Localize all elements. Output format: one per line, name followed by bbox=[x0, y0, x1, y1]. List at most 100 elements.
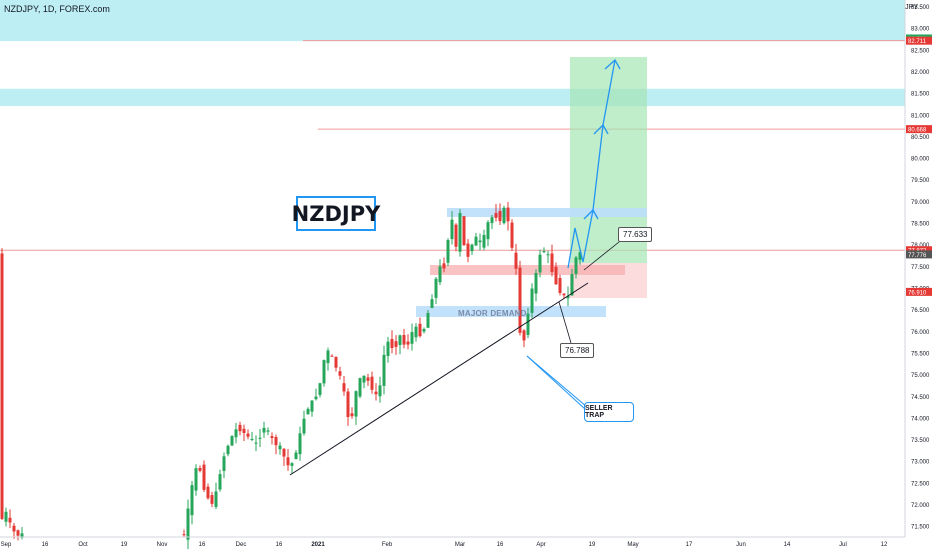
price-label-4: 77.776 bbox=[906, 250, 932, 259]
candle-body-93 bbox=[530, 288, 534, 313]
candle-body-8 bbox=[190, 485, 194, 516]
candle-body-1 bbox=[4, 511, 8, 522]
candle-body-55 bbox=[378, 385, 382, 397]
arrow-head-1 bbox=[593, 123, 609, 135]
candle-body-101 bbox=[562, 293, 566, 296]
x-tick-0: Sep bbox=[1, 542, 12, 548]
candle-body-14 bbox=[214, 491, 218, 507]
candle-body-37 bbox=[306, 408, 310, 415]
candle-body-88 bbox=[510, 222, 514, 248]
y-tick-1: 72.000 bbox=[911, 503, 930, 509]
candle-body-31 bbox=[282, 448, 286, 457]
candle-body-80 bbox=[478, 240, 482, 243]
candle-body-53 bbox=[370, 376, 374, 390]
seller-trap-label: SELLER TRAP bbox=[584, 402, 634, 422]
candle-body-0 bbox=[0, 253, 4, 519]
candle-body-84 bbox=[494, 213, 498, 218]
candle-body-60 bbox=[398, 335, 402, 345]
candle-body-27 bbox=[266, 430, 270, 432]
candle-body-75 bbox=[458, 213, 462, 252]
y-tick-6: 74.500 bbox=[911, 395, 930, 401]
candle-body-96 bbox=[542, 251, 546, 253]
candle-body-6 bbox=[182, 534, 186, 536]
x-tick-14: May bbox=[627, 542, 638, 548]
candle-body-97 bbox=[546, 254, 550, 256]
candle-body-46 bbox=[342, 383, 346, 392]
price-label-5: 76.910 bbox=[906, 287, 932, 296]
title-box: NZDJPY bbox=[292, 196, 380, 231]
y-tick-9: 76.000 bbox=[911, 330, 930, 336]
x-tick-7: 16 bbox=[276, 542, 283, 548]
x-tick-3: 19 bbox=[121, 542, 128, 548]
y-tick-19: 81.000 bbox=[911, 113, 930, 119]
candle-body-32 bbox=[286, 457, 290, 466]
y-tick-20: 81.500 bbox=[911, 92, 930, 98]
candle-body-68 bbox=[430, 299, 434, 308]
candle-body-49 bbox=[354, 391, 358, 417]
candle-body-64 bbox=[414, 326, 418, 338]
x-tick-5: 16 bbox=[199, 542, 206, 548]
candle-body-51 bbox=[362, 375, 366, 383]
y-tick-15: 79.000 bbox=[911, 200, 930, 206]
y-tick-23: 83.000 bbox=[911, 27, 930, 33]
price-label-text-5: 76.910 bbox=[908, 290, 927, 296]
candle-body-81 bbox=[482, 234, 486, 248]
resistance-zone bbox=[430, 265, 625, 275]
candle-body-16 bbox=[222, 456, 226, 471]
candle-body-9 bbox=[194, 468, 198, 491]
candle-body-2 bbox=[8, 517, 12, 523]
candle-body-41 bbox=[322, 360, 326, 384]
candle-body-36 bbox=[302, 418, 306, 434]
y-tick-2: 72.500 bbox=[911, 481, 930, 487]
candle-body-30 bbox=[278, 445, 282, 450]
candle-body-4 bbox=[16, 530, 20, 536]
y-tick-16: 79.500 bbox=[911, 178, 930, 184]
candle-body-86 bbox=[502, 207, 506, 224]
candle-body-52 bbox=[366, 377, 370, 381]
candle-body-94 bbox=[534, 272, 538, 294]
candle-body-74 bbox=[454, 224, 458, 247]
candle-body-23 bbox=[250, 439, 254, 441]
candle-body-65 bbox=[418, 323, 422, 337]
candle-body-85 bbox=[498, 210, 502, 222]
candle-body-42 bbox=[326, 350, 330, 364]
trend-line bbox=[289, 282, 589, 476]
callout-low: 76.788 bbox=[560, 343, 595, 358]
candle-body-105 bbox=[578, 252, 582, 260]
candle-body-34 bbox=[294, 452, 298, 460]
y-tick-0: 71.500 bbox=[911, 525, 930, 531]
currency-label: JPY bbox=[905, 4, 918, 11]
candle-body-91 bbox=[522, 330, 526, 341]
candle-body-25 bbox=[258, 437, 262, 439]
candle-body-15 bbox=[218, 474, 222, 490]
x-axis: Sep 16 Oct 19 Nov 16 Dec 16 2021 Feb Mar 16 Apr 19 May… bbox=[0, 536, 905, 548]
candle-body-95 bbox=[538, 254, 542, 273]
x-tick-9: Feb bbox=[382, 542, 393, 548]
candle-body-35 bbox=[298, 433, 302, 455]
x-tick-11: 16 bbox=[497, 542, 504, 548]
demand-label: MAJOR DEMAND bbox=[458, 309, 527, 318]
y-tick-22: 82.500 bbox=[911, 48, 930, 54]
candle-body-100 bbox=[558, 278, 562, 293]
candle-body-89 bbox=[514, 252, 518, 269]
y-tick-3: 73.000 bbox=[911, 460, 930, 466]
candle-body-57 bbox=[386, 341, 390, 357]
y-tick-14: 78.500 bbox=[911, 222, 930, 228]
candle-body-103 bbox=[570, 274, 574, 296]
candle-body-10 bbox=[198, 468, 202, 471]
x-tick-16: Jun bbox=[736, 542, 746, 548]
candle-body-67 bbox=[426, 313, 430, 328]
candle-body-71 bbox=[442, 263, 446, 269]
projection-path bbox=[567, 59, 616, 269]
candle-body-21 bbox=[242, 428, 246, 434]
x-tick-6: Dec bbox=[236, 542, 247, 548]
candle-body-79 bbox=[474, 236, 478, 246]
callout-low-pointer bbox=[558, 301, 572, 344]
candle-body-48 bbox=[350, 413, 354, 417]
candle-body-3 bbox=[12, 525, 16, 532]
candle-body-43 bbox=[330, 355, 334, 357]
candle-body-98 bbox=[550, 253, 554, 273]
candle-body-59 bbox=[394, 341, 398, 347]
